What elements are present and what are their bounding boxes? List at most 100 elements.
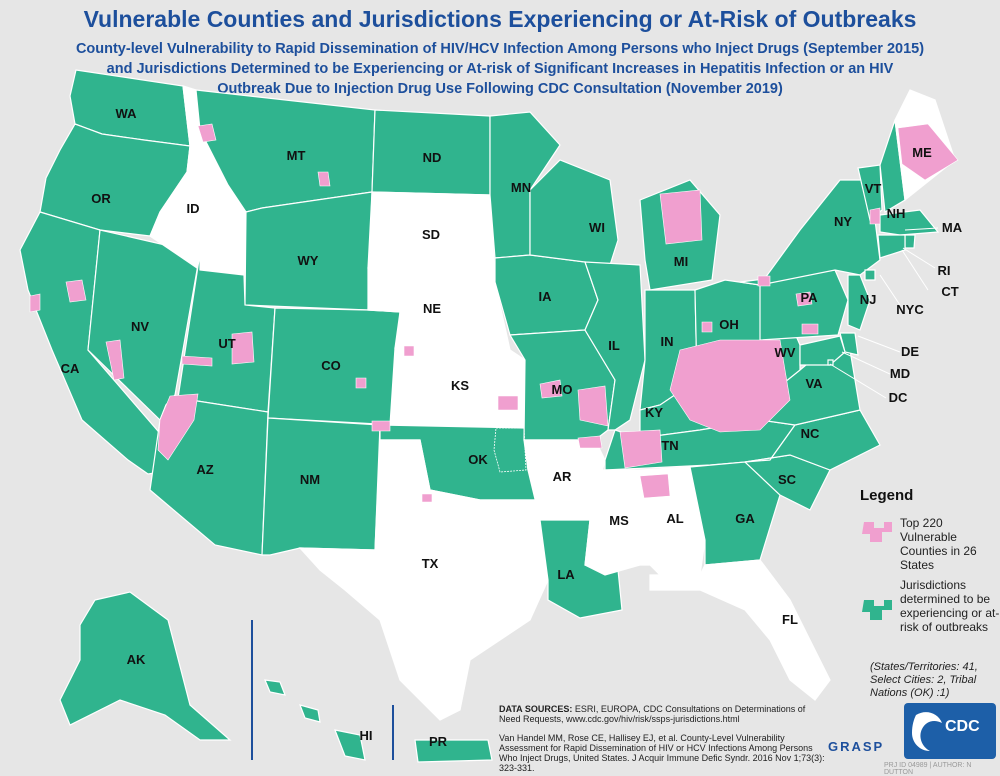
vulnerable-county-cluster: [317, 171, 331, 187]
hhs-eagle-icon: [912, 712, 942, 751]
vulnerable-county-cluster: [619, 429, 663, 469]
state-label-ia: IA: [539, 289, 553, 304]
state-label-ks: KS: [451, 378, 469, 393]
inset-divider: [392, 705, 394, 760]
sources-text: ESRI, EUROPA, CDC Consultations on Deter…: [499, 704, 806, 724]
state-label-ri: RI: [938, 263, 951, 278]
state-ct: [877, 234, 906, 259]
vulnerable-county-cluster: [421, 493, 433, 503]
project-footer: PRJ ID 04989 | AUTHOR: N DUTTON: [884, 762, 972, 776]
state-label-tx: TX: [422, 556, 439, 571]
state-label-ca: CA: [61, 361, 80, 376]
state-vt: [857, 164, 883, 222]
inset-divider: [251, 620, 253, 760]
state-label-mn: MN: [511, 180, 531, 195]
state-ak: [59, 591, 232, 741]
vulnerable-county-cluster: [181, 355, 213, 367]
vulnerable-county-cluster: [29, 293, 41, 313]
state-label-mo: MO: [552, 382, 573, 397]
state-label-nc: NC: [801, 426, 820, 441]
leader-line: [829, 363, 887, 399]
state-label-va: VA: [805, 376, 823, 391]
state-label-nm: NM: [300, 472, 320, 487]
state-md: [799, 335, 846, 366]
vulnerable-county-cluster: [669, 339, 791, 433]
vulnerable-county-cluster: [701, 321, 713, 333]
vulnerable-county-cluster: [539, 379, 563, 399]
sources-label: DATA SOURCES:: [499, 704, 573, 714]
vulnerable-county-cluster: [897, 123, 959, 181]
state-label-md: MD: [890, 366, 910, 381]
legend-label: Top 220 Vulnerable Counties in 26 States: [900, 516, 977, 572]
state-label-sd: SD: [422, 227, 440, 242]
legend-label: Jurisdictions determined to be experienc…: [900, 578, 1000, 634]
state-label-wi: WI: [589, 220, 605, 235]
state-label-ak: AK: [127, 652, 146, 667]
state-label-sc: SC: [778, 472, 797, 487]
vulnerable-county-cluster: [577, 435, 603, 449]
state-nm: [261, 417, 381, 556]
state-label-ok: OK: [468, 452, 488, 467]
state-label-mt: MT: [287, 148, 306, 163]
leader-line: [901, 249, 929, 291]
state-label-me: ME: [912, 145, 932, 160]
state-label-oh: OH: [719, 317, 739, 332]
subtitle-line: Outbreak Due to Injection Drug Use Follo…: [217, 81, 783, 97]
citation: Van Handel MM, Rose CE, Hallisey EJ, et …: [499, 733, 825, 773]
legend-note: (States/Territories: 41, Select Cities: …: [870, 661, 978, 699]
legend: Legend: [852, 487, 1000, 504]
state-label-mi: MI: [674, 254, 688, 269]
vulnerable-county-cluster: [371, 420, 391, 432]
state-ri: [904, 234, 916, 249]
state-label-pr: PR: [429, 734, 448, 749]
vulnerable-county-cluster: [801, 323, 819, 335]
state-il: [584, 261, 646, 431]
state-label-de: DE: [901, 344, 919, 359]
state-label-al: AL: [666, 511, 683, 526]
map-subtitle: County-level Vulnerability to Rapid Diss…: [0, 39, 1000, 99]
vulnerable-county-cluster: [157, 393, 199, 461]
state-label-wa: WA: [116, 106, 138, 121]
state-label-ga: GA: [735, 511, 755, 526]
subtitle-line: County-level Vulnerability to Rapid Diss…: [75, 41, 925, 57]
legend-title: Legend: [860, 487, 914, 504]
state-label-il: IL: [608, 338, 620, 353]
vulnerable-county-cluster: [497, 395, 519, 411]
state-label-nd: ND: [423, 150, 442, 165]
state-label-nh: NH: [887, 206, 906, 221]
leader-line: [857, 335, 901, 353]
state-wy: [244, 191, 373, 311]
vulnerable-county-cluster: [65, 279, 87, 303]
state-hi: [264, 679, 366, 761]
vulnerable-county-cluster: [639, 473, 671, 499]
subtitle-line: and Jurisdictions Determined to be Exper…: [106, 61, 894, 77]
vulnerable-county-cluster: [197, 123, 217, 143]
title-block: Vulnerable Counties and Jurisdictions Ex…: [0, 6, 1000, 99]
state-label-ct: CT: [941, 284, 958, 299]
state-labels: WA OR CA NV ID MT WY UT AZ CO NM ND SD NE KS OK TX MN IA MO…: [61, 106, 963, 749]
state-fl: [649, 559, 831, 701]
state-label-co: CO: [321, 358, 341, 373]
state-label-wv: WV: [775, 345, 796, 360]
state-label-tn: TN: [661, 438, 678, 453]
state-label-in: IN: [661, 334, 674, 349]
state-label-wy: WY: [298, 253, 319, 268]
leader-lines: [829, 227, 939, 399]
state-label-nj: NJ: [860, 292, 877, 307]
state-dc: [827, 359, 834, 366]
vulnerable-county-cluster: [869, 207, 881, 225]
vulnerable-county-cluster: [757, 275, 771, 287]
vulnerable-county-cluster: [659, 189, 703, 245]
state-label-dc: DC: [889, 390, 908, 405]
legend-swatch-pink: [862, 522, 892, 542]
leader-line: [902, 247, 936, 269]
cdc-logo-text: CDC: [945, 718, 980, 735]
vulnerable-county-cluster: [403, 345, 415, 357]
leader-line: [904, 227, 939, 231]
vulnerable-county-cluster: [355, 377, 367, 389]
state-label-nv: NV: [131, 319, 149, 334]
state-label-ny: NY: [834, 214, 852, 229]
state-ny: [758, 179, 881, 286]
vulnerable-county-cluster: [795, 291, 813, 307]
